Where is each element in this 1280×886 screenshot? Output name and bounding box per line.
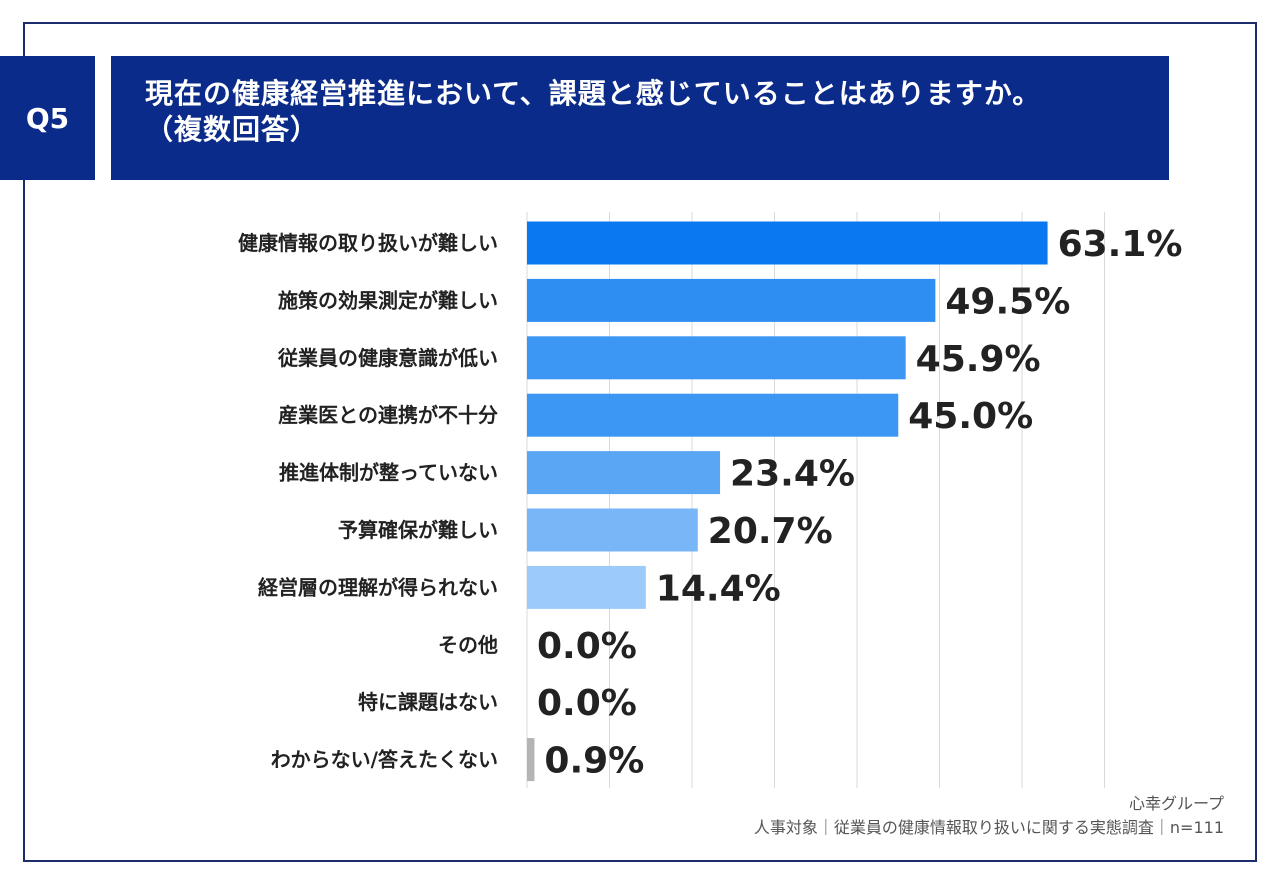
- value-label: 23.4%: [730, 454, 855, 495]
- value-label: 0.0%: [537, 626, 637, 667]
- category-label: 健康情報の取り扱いが難しい: [238, 231, 498, 255]
- title-line-1: 現在の健康経営推進において、課題と感じていることはありますか。: [145, 77, 1042, 110]
- footer: 心幸グループ 人事対象｜従業員の健康情報取り扱いに関する実態調査｜n=111: [754, 792, 1224, 840]
- value-label: 63.1%: [1058, 224, 1183, 265]
- category-label: 特に課題はない: [358, 690, 498, 714]
- bar: [527, 336, 906, 380]
- value-label: 20.7%: [708, 511, 833, 552]
- category-label: 経営層の理解が得られない: [258, 575, 498, 599]
- bar: [527, 221, 1048, 265]
- footer-survey: 人事対象｜従業員の健康情報取り扱いに関する実態調査｜n=111: [753, 818, 1224, 837]
- category-label: 産業医との連携が不十分: [278, 403, 498, 427]
- footer-org: 心幸グループ: [1128, 794, 1224, 813]
- bar: [527, 393, 899, 437]
- value-label: 0.0%: [537, 683, 637, 724]
- question-title: 現在の健康経営推進において、課題と感じていることはありますか。 （複数回答）: [111, 56, 1169, 180]
- category-label: その他: [438, 633, 498, 657]
- category-label: 予算確保が難しい: [338, 518, 498, 542]
- category-label: 推進体制が整っていない: [279, 461, 498, 485]
- value-label: 0.9%: [544, 741, 644, 782]
- bar: [527, 565, 646, 609]
- value-label: 45.0%: [908, 396, 1033, 437]
- category-label: わからない/答えたくない: [271, 748, 498, 772]
- chart-frame: [23, 22, 1257, 862]
- bar: [527, 451, 721, 495]
- title-line-2: （複数回答）: [145, 113, 320, 146]
- category-label: 施策の効果測定が難しい: [278, 288, 498, 312]
- value-label: 49.5%: [945, 281, 1070, 322]
- bar: [527, 508, 698, 552]
- question-badge: Q5: [0, 56, 95, 180]
- value-label: 45.9%: [916, 339, 1041, 380]
- bar: [527, 738, 535, 782]
- bar: [527, 278, 936, 322]
- category-label: 従業員の健康意識が低い: [277, 346, 498, 370]
- value-label: 14.4%: [656, 568, 781, 609]
